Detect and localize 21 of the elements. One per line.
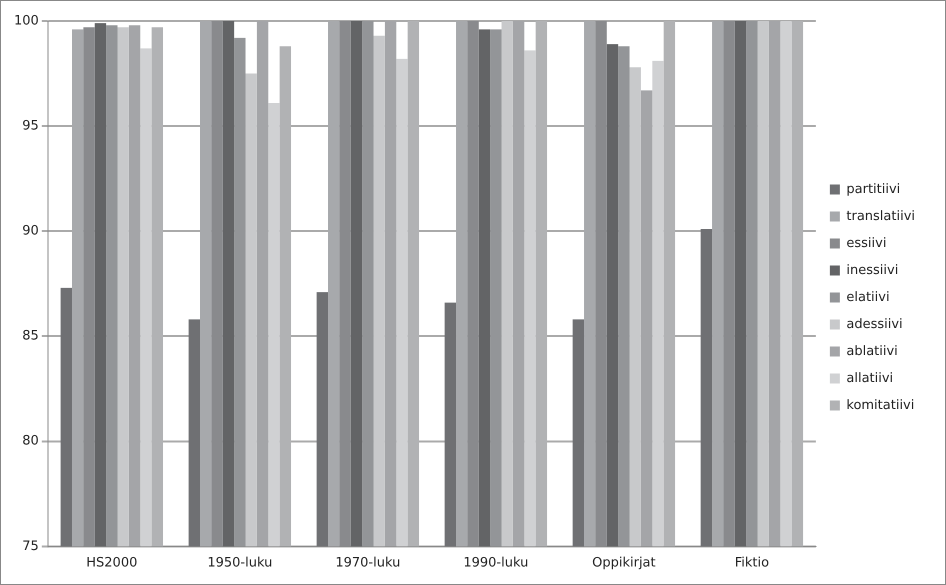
legend-label: ablatiivi [846, 344, 898, 359]
x-tick-label: 1990-luku [463, 556, 528, 571]
x-tick-label: 1950-luku [207, 556, 272, 571]
legend-label: inessiivi [846, 262, 898, 278]
y-tick-label: 85 [22, 328, 39, 344]
x-tick-label: Oppikirjat [592, 556, 656, 571]
y-tick-label: 80 [22, 434, 39, 449]
x-tick-label: 1970-luku [335, 556, 400, 571]
legend-label: translatiivi [846, 208, 915, 224]
x-tick-label: HS2000 [86, 556, 138, 571]
legend-label: allatiivi [846, 370, 894, 386]
legend-label: adessiivi [846, 316, 903, 332]
legend-label: komitatiivi [846, 398, 914, 413]
y-tick-label: 95 [22, 118, 39, 134]
y-tick-label: 90 [22, 224, 39, 239]
legend-label: essiivi [846, 236, 886, 251]
x-tick-label: Fiktio [734, 556, 770, 571]
y-tick-label: 75 [22, 538, 39, 554]
legend-label: partitiivi [846, 182, 900, 197]
y-tick-label: 100 [14, 13, 39, 28]
legend-label: elatiivi [846, 290, 890, 305]
